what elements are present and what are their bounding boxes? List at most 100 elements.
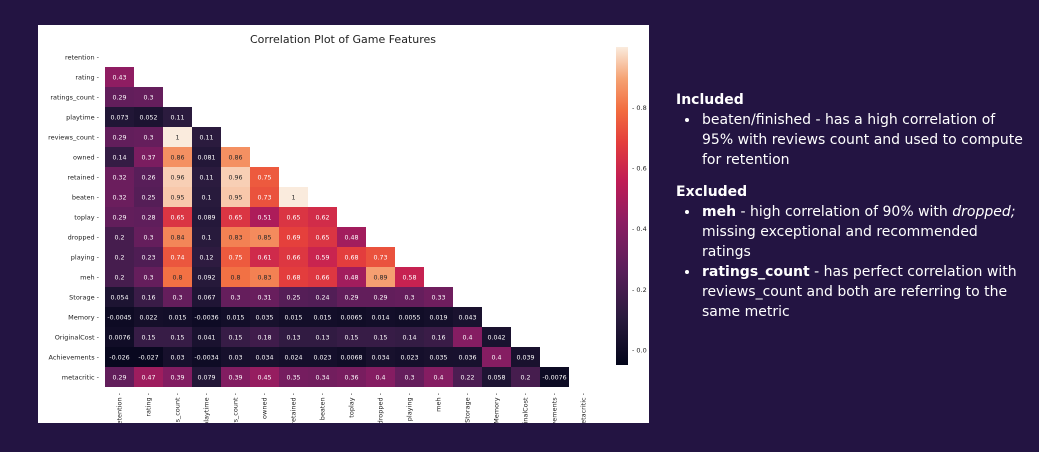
- cell-label: 0.054: [110, 295, 128, 302]
- heatmap-cell: [453, 327, 482, 347]
- heatmap-cell: [134, 107, 163, 127]
- heatmap-cell: [337, 347, 366, 367]
- heatmap-cell: [453, 367, 482, 387]
- cell-label: 0.015: [284, 315, 302, 322]
- cell-label: 0.62: [315, 215, 329, 222]
- cell-label: 0.3: [143, 275, 153, 282]
- cell-label: 0.45: [257, 375, 271, 382]
- cell-label: 0.68: [344, 255, 358, 262]
- x-tick-label: rating -: [145, 392, 153, 416]
- heatmap-cell: [366, 367, 395, 387]
- list-item: ratings_count - has perfect correlation …: [700, 262, 1026, 322]
- heatmap-cell: [424, 367, 453, 387]
- heatmap-cell: [279, 267, 308, 287]
- heatmap-cell: [395, 307, 424, 327]
- cell-label: -0.026: [109, 355, 129, 362]
- cell-label: 0.65: [170, 215, 184, 222]
- heatmap-cell: [395, 327, 424, 347]
- y-tick-label: retention -: [65, 54, 100, 62]
- cell-label: 0.079: [197, 375, 215, 382]
- list-item: beaten/finished - has a high correlation…: [700, 110, 1026, 170]
- heatmap-cell: [221, 187, 250, 207]
- cell-label: 0.39: [228, 375, 242, 382]
- cell-label: 0.96: [228, 175, 242, 182]
- heatmap-cell: [424, 327, 453, 347]
- included-list: beaten/finished - has a high correlation…: [676, 110, 1026, 170]
- heatmap-cell: [134, 227, 163, 247]
- excluded-item-text: - has perfect correlation with reviews_c…: [702, 264, 1017, 320]
- heatmap-cell: [192, 147, 221, 167]
- heatmap-cell: [250, 227, 279, 247]
- colorbar: [616, 47, 628, 365]
- y-tick-label: Storage -: [69, 294, 99, 302]
- heatmap-cell: [163, 227, 192, 247]
- cell-label: 0.12: [199, 255, 213, 262]
- heatmap-cell: [163, 267, 192, 287]
- heatmap-cell: [105, 227, 134, 247]
- cell-label: 0.4: [375, 375, 385, 382]
- heatmap-cell: [192, 207, 221, 227]
- cell-label: 0.015: [313, 315, 331, 322]
- cell-label: 0.16: [431, 335, 445, 342]
- heatmap-cell: [337, 227, 366, 247]
- heatmap-cell: [337, 367, 366, 387]
- cell-label: 0.13: [315, 335, 329, 342]
- heatmap-cell: [134, 347, 163, 367]
- cell-label: 0.28: [141, 215, 155, 222]
- cell-label: 0.66: [286, 255, 300, 262]
- x-tick-label: retention -: [116, 392, 124, 423]
- cell-label: 0.85: [257, 235, 271, 242]
- heatmap-cell: [366, 327, 395, 347]
- cell-label: 0.039: [516, 355, 534, 362]
- heatmap-cell: [250, 347, 279, 367]
- cell-label: 0.89: [373, 275, 387, 282]
- cell-label: 0.74: [170, 255, 184, 262]
- cell-label: 0.18: [257, 335, 271, 342]
- heatmap-cell: [163, 287, 192, 307]
- cell-label: 0.073: [110, 115, 128, 122]
- cell-label: 0.48: [344, 275, 358, 282]
- heatmap-cell: [163, 127, 192, 147]
- notes-panel: Included beaten/finished - has a high co…: [676, 92, 1026, 336]
- cell-label: 0.15: [344, 335, 358, 342]
- cell-label: 0.034: [371, 355, 389, 362]
- cell-label: 0.4: [462, 335, 472, 342]
- cell-label: 0.73: [373, 255, 387, 262]
- cell-label: 0.8: [172, 275, 182, 282]
- heatmap-cell: [163, 167, 192, 187]
- heatmap-cell: [308, 347, 337, 367]
- heatmap-cell: [279, 327, 308, 347]
- heatmap-cell: [105, 147, 134, 167]
- heatmap-cell: [221, 247, 250, 267]
- heatmap-cell: [134, 147, 163, 167]
- cell-label: 0.23: [141, 255, 155, 262]
- heatmap-cell: [308, 267, 337, 287]
- heatmap-cell: [105, 287, 134, 307]
- y-tick-label: dropped -: [68, 234, 100, 242]
- x-tick-label: metacritic -: [580, 392, 588, 423]
- heatmap-cell: [221, 307, 250, 327]
- cell-label: 0.25: [141, 195, 155, 202]
- cell-label: 0.32: [112, 195, 126, 202]
- cell-label: 0.37: [141, 155, 155, 162]
- y-tick-label: playing -: [71, 254, 100, 262]
- cell-label: 0.14: [402, 335, 416, 342]
- cell-label: 0.33: [431, 295, 445, 302]
- heatmap-cell: [163, 147, 192, 167]
- cell-label: -0.0076: [542, 375, 566, 382]
- heatmap-cell: [163, 107, 192, 127]
- cell-label: 0.8: [230, 275, 240, 282]
- heatmap-cell: [395, 267, 424, 287]
- cell-label: 0.014: [371, 315, 389, 322]
- cell-label: -0.0034: [194, 355, 218, 362]
- cell-label: 0.39: [170, 375, 184, 382]
- cell-label: 0.3: [143, 95, 153, 102]
- heatmap-cell: [134, 307, 163, 327]
- heatmap-cell: [221, 167, 250, 187]
- excluded-item-text: missing exceptional and recommended rati…: [702, 224, 978, 260]
- heatmap-cell: [424, 287, 453, 307]
- cell-label: 0.035: [255, 315, 273, 322]
- heatmap-cell: [105, 87, 134, 107]
- heatmap-cell: [482, 347, 511, 367]
- cell-label: 0.36: [344, 375, 358, 382]
